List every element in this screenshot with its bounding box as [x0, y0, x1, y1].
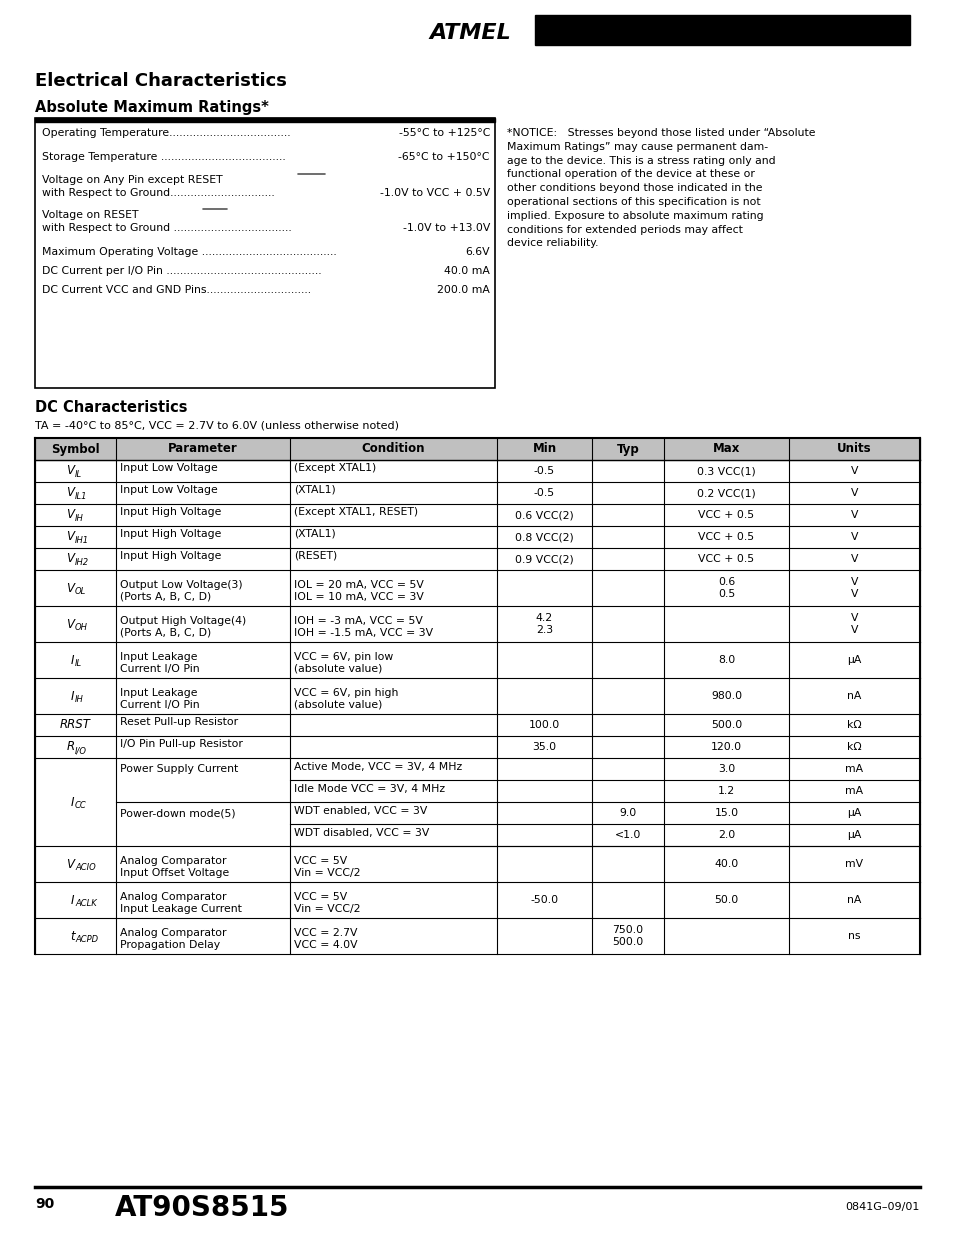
Text: 8.0: 8.0 [717, 655, 735, 664]
Text: ATMEL: ATMEL [429, 23, 511, 43]
Text: VCC + 0.5: VCC + 0.5 [698, 532, 754, 542]
Text: IL1: IL1 [75, 492, 88, 501]
Bar [35, 119, 495, 122]
Text: VCC = 5V
Vin = VCC/2: VCC = 5V Vin = VCC/2 [294, 856, 360, 878]
Text: 40.0 mA: 40.0 mA [444, 266, 490, 275]
Text: V: V [850, 466, 858, 475]
Text: Analog Comparator
Propagation Delay: Analog Comparator Propagation Delay [120, 927, 226, 950]
Text: V
V: V V [850, 577, 858, 599]
Text: -50.0: -50.0 [530, 895, 558, 905]
Text: (Except XTAL1, RESET): (Except XTAL1, RESET) [294, 508, 417, 517]
Text: V: V [67, 857, 74, 871]
Text: Typ: Typ [616, 442, 639, 456]
Text: Parameter: Parameter [168, 442, 237, 456]
Text: IL: IL [75, 471, 82, 479]
Text: 2.0: 2.0 [717, 830, 735, 840]
Text: Max: Max [712, 442, 740, 456]
Text: Input High Voltage: Input High Voltage [120, 508, 221, 517]
Text: 3.0: 3.0 [717, 764, 735, 774]
Text: ACLK: ACLK [75, 899, 96, 908]
Text: AT90S8515: AT90S8515 [115, 1194, 289, 1221]
Text: I/O: I/O [75, 746, 87, 755]
Text: Analog Comparator
Input Leakage Current: Analog Comparator Input Leakage Current [120, 892, 242, 914]
Text: Min: Min [532, 442, 556, 456]
Text: -1.0V to VCC + 0.5V: -1.0V to VCC + 0.5V [379, 188, 490, 198]
Text: 980.0: 980.0 [710, 692, 741, 701]
Text: nA: nA [846, 895, 861, 905]
Text: Symbol: Symbol [51, 442, 100, 456]
Text: VCC + 0.5: VCC + 0.5 [698, 555, 754, 564]
Text: Maximum Ratings” may cause permanent dam-: Maximum Ratings” may cause permanent dam… [506, 142, 767, 152]
Text: Voltage on Any Pin except RESET: Voltage on Any Pin except RESET [42, 175, 222, 185]
Text: 0.9 VCC(2): 0.9 VCC(2) [515, 555, 574, 564]
Text: 35.0: 35.0 [532, 742, 556, 752]
Text: age to the device. This is a stress rating only and: age to the device. This is a stress rati… [506, 156, 775, 165]
Text: IOH = -3 mA, VCC = 5V
IOH = -1.5 mA, VCC = 3V: IOH = -3 mA, VCC = 5V IOH = -1.5 mA, VCC… [294, 616, 433, 637]
Text: -0.5: -0.5 [534, 488, 555, 498]
Text: I: I [71, 689, 74, 703]
Text: <1.0: <1.0 [614, 830, 640, 840]
Text: Input Leakage
Current I/O Pin: Input Leakage Current I/O Pin [120, 652, 199, 673]
Bar [35, 438, 919, 459]
Text: R: R [67, 741, 74, 753]
Text: -55°C to +125°C: -55°C to +125°C [398, 128, 490, 138]
Text: -65°C to +150°C: -65°C to +150°C [398, 152, 490, 162]
Text: (RESET): (RESET) [294, 551, 337, 561]
Text: V: V [850, 532, 858, 542]
Text: V: V [67, 464, 74, 478]
Text: conditions for extended periods may affect: conditions for extended periods may affe… [506, 225, 742, 235]
Text: 15.0: 15.0 [714, 808, 738, 818]
Text: Units: Units [837, 442, 871, 456]
Text: 0.3 VCC(1): 0.3 VCC(1) [697, 466, 755, 475]
Text: Condition: Condition [361, 442, 425, 456]
Text: t: t [70, 930, 74, 942]
Text: kΩ: kΩ [846, 742, 861, 752]
Text: WDT disabled, VCC = 3V: WDT disabled, VCC = 3V [294, 827, 429, 839]
Text: I: I [71, 795, 74, 809]
Text: μA: μA [846, 830, 861, 840]
Text: I: I [71, 893, 74, 906]
Text: 6.6V: 6.6V [465, 247, 490, 257]
Text: 0.6 VCC(2): 0.6 VCC(2) [515, 510, 574, 520]
Text: 1.2: 1.2 [718, 785, 735, 797]
Bar [35, 119, 495, 388]
Text: 120.0: 120.0 [710, 742, 741, 752]
Text: Analog Comparator
Input Offset Voltage: Analog Comparator Input Offset Voltage [120, 856, 229, 878]
Text: μA: μA [846, 808, 861, 818]
Text: Input Low Voltage: Input Low Voltage [120, 485, 217, 495]
Text: V: V [67, 487, 74, 499]
Text: 0841G–09/01: 0841G–09/01 [844, 1202, 919, 1212]
Text: VCC = 2.7V
VCC = 4.0V: VCC = 2.7V VCC = 4.0V [294, 927, 357, 950]
Text: Voltage on RESET: Voltage on RESET [42, 210, 138, 220]
Text: Operating Temperature....................................: Operating Temperature...................… [42, 128, 291, 138]
Text: Maximum Operating Voltage ........................................: Maximum Operating Voltage ..............… [42, 247, 336, 257]
Text: Output Low Voltage(3)
(Ports A, B, C, D): Output Low Voltage(3) (Ports A, B, C, D) [120, 580, 242, 601]
Text: V: V [67, 618, 74, 631]
Text: implied. Exposure to absolute maximum rating: implied. Exposure to absolute maximum ra… [506, 211, 762, 221]
Text: 9.0: 9.0 [618, 808, 636, 818]
Text: IOL = 20 mA, VCC = 5V
IOL = 10 mA, VCC = 3V: IOL = 20 mA, VCC = 5V IOL = 10 mA, VCC =… [294, 580, 423, 601]
Text: V: V [67, 582, 74, 594]
Text: OL: OL [75, 587, 86, 597]
Text: Input High Voltage: Input High Voltage [120, 551, 221, 561]
Text: -1.0V to +13.0V: -1.0V to +13.0V [402, 224, 490, 233]
Text: 0.2 VCC(1): 0.2 VCC(1) [697, 488, 755, 498]
Text: ns: ns [847, 931, 860, 941]
Text: V: V [850, 555, 858, 564]
Text: Reset Pull-up Resistor: Reset Pull-up Resistor [120, 718, 238, 727]
Text: 0.8 VCC(2): 0.8 VCC(2) [515, 532, 574, 542]
Text: (Except XTAL1): (Except XTAL1) [294, 463, 375, 473]
Text: Input Low Voltage: Input Low Voltage [120, 463, 217, 473]
Text: Input High Voltage: Input High Voltage [120, 529, 221, 538]
Text: V: V [67, 552, 74, 566]
Text: V: V [850, 488, 858, 498]
Text: Idle Mode VCC = 3V, 4 MHz: Idle Mode VCC = 3V, 4 MHz [294, 784, 445, 794]
Text: (XTAL1): (XTAL1) [294, 485, 335, 495]
Text: 90: 90 [35, 1197, 54, 1212]
Text: Output High Voltage(4)
(Ports A, B, C, D): Output High Voltage(4) (Ports A, B, C, D… [120, 616, 246, 637]
Text: operational sections of this specification is not: operational sections of this specificati… [506, 198, 760, 207]
Text: VCC = 5V
Vin = VCC/2: VCC = 5V Vin = VCC/2 [294, 892, 360, 914]
Text: mA: mA [844, 785, 862, 797]
Text: nA: nA [846, 692, 861, 701]
Text: DC Current per I/O Pin ..............................................: DC Current per I/O Pin .................… [42, 266, 321, 275]
